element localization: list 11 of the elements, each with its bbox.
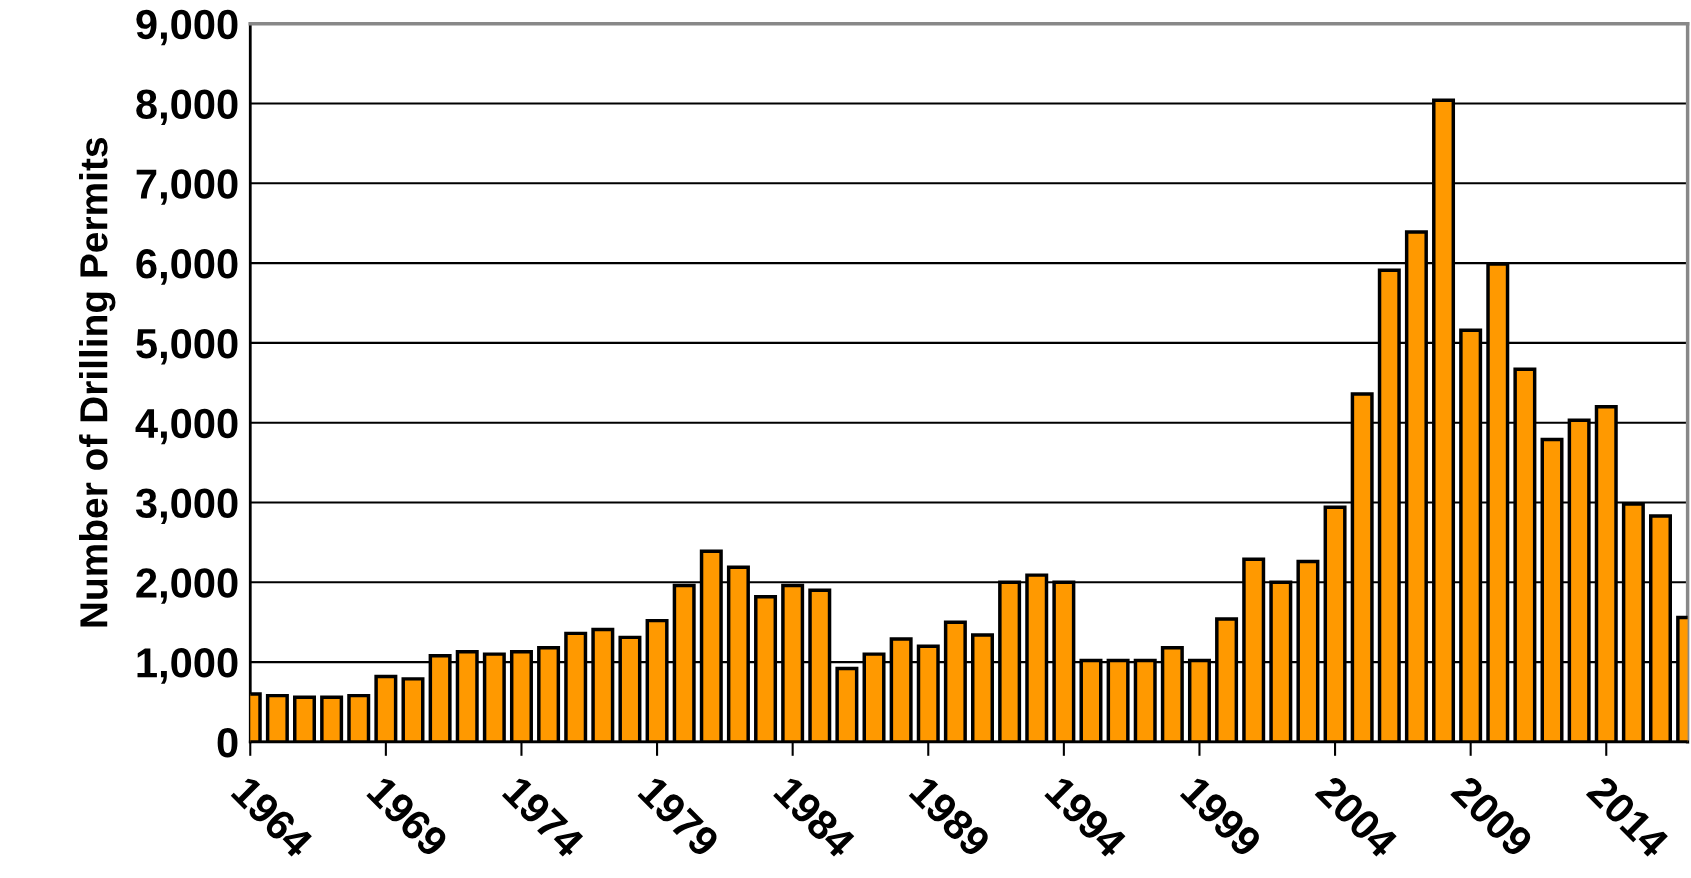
y-tick-label: 2,000 bbox=[136, 568, 238, 604]
y-tick-label: 6,000 bbox=[136, 249, 238, 285]
y-tick-label: 0 bbox=[217, 727, 238, 758]
y-axis-title: Number of Drilling Permits bbox=[79, 138, 116, 627]
y-tick-label: 5,000 bbox=[136, 328, 238, 365]
y-tick-label: 7,000 bbox=[136, 169, 238, 205]
y-tick-label: 9,000 bbox=[136, 9, 238, 46]
y-tick-label: 4,000 bbox=[135, 408, 238, 445]
y-tick-label: 3,000 bbox=[135, 488, 238, 525]
y-tick-label: 8,000 bbox=[136, 89, 238, 126]
y-tick-label: 1,000 bbox=[137, 648, 238, 684]
